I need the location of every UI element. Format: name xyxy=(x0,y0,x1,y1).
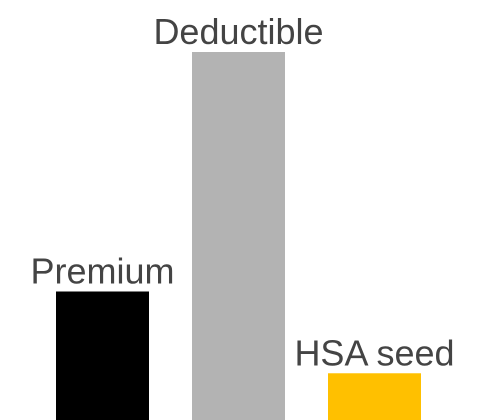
labels-group: Premium Deductible HSA seed xyxy=(30,11,454,373)
bar-deductible xyxy=(192,52,285,420)
bar-label-premium: Premium xyxy=(30,250,174,291)
bars-group xyxy=(56,52,421,420)
bar-hsa-seed xyxy=(328,373,421,420)
bar-premium xyxy=(56,291,149,420)
bar-label-deductible: Deductible xyxy=(153,11,323,52)
bar-label-hsa-seed: HSA seed xyxy=(294,332,454,373)
